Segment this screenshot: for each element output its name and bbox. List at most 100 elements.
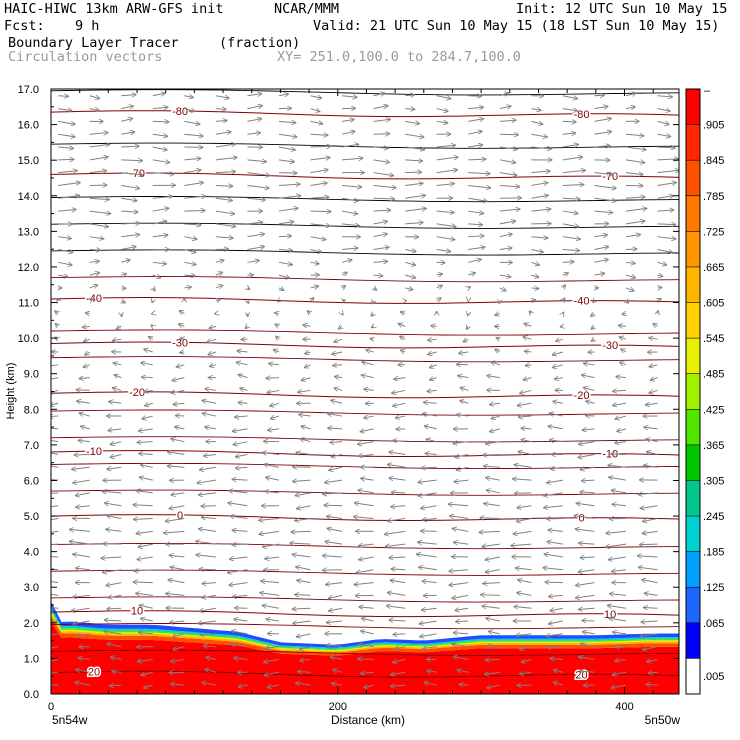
wind-vector	[612, 570, 627, 572]
wind-vector	[238, 403, 248, 404]
wind-vector	[82, 326, 90, 327]
wind-vector	[487, 684, 500, 688]
wind-vector	[359, 607, 374, 608]
wind-vector	[459, 684, 469, 685]
wind-vector	[152, 301, 153, 303]
wind-vector	[436, 250, 451, 252]
wind-vector	[523, 378, 532, 380]
wind-vector	[405, 183, 423, 185]
wind-vector	[180, 338, 184, 339]
wind-vector	[657, 159, 678, 160]
wind-vector	[625, 173, 643, 175]
wind-vector	[575, 529, 595, 531]
wind-vector	[583, 363, 595, 364]
wind-vector	[296, 567, 311, 571]
wind-vector	[580, 557, 595, 558]
wind-vector	[75, 568, 90, 570]
wind-vector	[152, 173, 174, 175]
wind-vector	[393, 634, 406, 635]
wind-vector	[453, 442, 469, 444]
wind-vector	[358, 490, 374, 494]
wind-vector	[531, 133, 547, 137]
wind-vector	[562, 273, 569, 275]
wind-vector	[104, 620, 122, 621]
wind-vector	[437, 298, 441, 301]
wind-vector	[233, 441, 248, 445]
wind-vector	[436, 236, 455, 240]
wind-vector	[625, 249, 637, 250]
wind-vector	[405, 288, 413, 290]
wind-vector	[518, 452, 532, 455]
wind-vector	[310, 250, 322, 253]
vector-label: Circulation vectors	[8, 49, 163, 65]
wind-vector	[167, 452, 185, 455]
wind-vector	[310, 146, 331, 147]
wind-vector	[657, 275, 662, 276]
wind-vector	[262, 605, 280, 609]
y-tick-label: 7.0	[24, 440, 39, 452]
wind-vector	[391, 506, 406, 507]
wind-vector	[405, 275, 416, 278]
wind-vector	[168, 580, 185, 584]
wind-vector	[331, 454, 343, 456]
wind-vector	[657, 237, 675, 239]
wind-vector	[209, 326, 217, 328]
wind-vector	[57, 299, 58, 301]
wind-vector	[275, 313, 279, 314]
contour-line	[51, 542, 679, 550]
wind-vector	[342, 158, 363, 160]
wind-vector	[152, 196, 173, 198]
wind-vector	[215, 198, 232, 200]
wind-vector	[202, 683, 216, 686]
wind-vector	[247, 222, 262, 224]
wind-vector	[625, 235, 641, 237]
contour-label: -40	[86, 293, 102, 305]
wind-vector	[643, 518, 658, 522]
wind-vector	[426, 439, 437, 442]
wind-vector	[200, 634, 216, 635]
valid-time: Valid: 21 UTC Sun 10 May 15 (18 LST Sun …	[313, 18, 720, 34]
wind-vector	[311, 298, 314, 301]
contour-label: -30	[602, 340, 618, 352]
y-tick-label: 13.0	[18, 226, 39, 238]
tracer-band-blue	[51, 601, 679, 648]
wind-vector	[51, 377, 59, 380]
wind-vector	[330, 442, 343, 443]
wind-vector	[58, 195, 79, 199]
wind-vector	[431, 326, 437, 327]
wind-vector	[486, 490, 500, 494]
wind-vector	[247, 94, 261, 96]
wind-vector	[139, 477, 153, 481]
wind-vector	[332, 352, 343, 354]
wind-vector	[579, 442, 595, 445]
wind-vector	[102, 569, 122, 573]
wind-vector	[165, 518, 185, 522]
wind-vector	[594, 197, 616, 201]
wind-vector	[482, 606, 500, 608]
wind-vector	[247, 119, 261, 122]
wind-vector	[499, 185, 520, 186]
wind-vector	[278, 301, 279, 302]
wind-vector	[107, 644, 122, 648]
wind-vector	[616, 377, 627, 378]
wind-vector	[267, 685, 280, 687]
wind-vector	[389, 452, 406, 455]
wind-vector	[144, 349, 153, 352]
wind-vector	[391, 685, 406, 686]
wind-vector	[237, 351, 248, 352]
contour-line	[51, 276, 679, 283]
wind-vector	[329, 608, 343, 611]
colorbar-frame	[685, 88, 701, 695]
wind-vector	[79, 413, 90, 416]
wind-vector	[499, 93, 509, 96]
wind-vector	[644, 427, 658, 429]
wind-vector	[310, 262, 320, 263]
wind-vector	[531, 109, 541, 111]
wind-vector	[209, 365, 217, 367]
wind-vector	[266, 619, 280, 621]
wind-vector	[480, 518, 500, 519]
wind-vector	[405, 95, 414, 96]
wind-vector	[107, 467, 122, 469]
wind-vector	[278, 173, 297, 174]
wind-vector	[468, 197, 487, 201]
